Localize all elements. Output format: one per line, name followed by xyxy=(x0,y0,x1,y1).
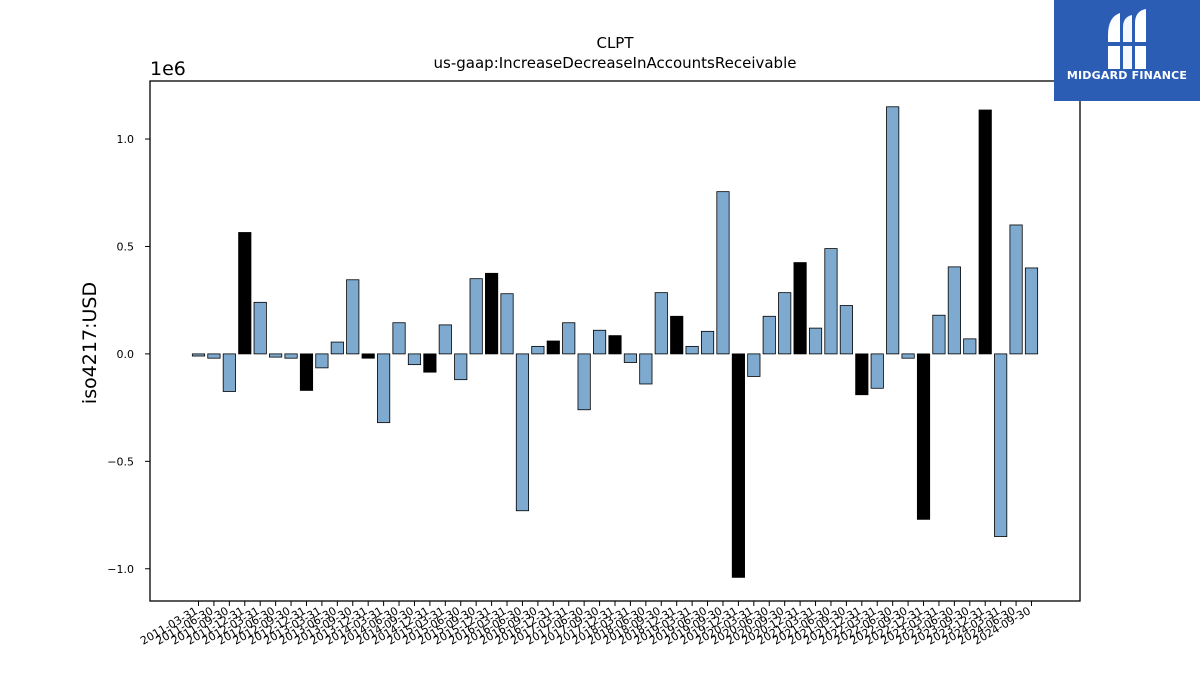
bar-2013-09-30 xyxy=(346,279,360,355)
y-tick-label: 0.5 xyxy=(117,240,135,253)
bar-2020-06-30 xyxy=(762,315,776,355)
bar-2011-03-31 xyxy=(191,353,206,357)
bar-2011-12-31 xyxy=(238,232,252,355)
bar-2020-12-31 xyxy=(793,262,807,355)
midgard-finance-logo: MIDGARD FINANCE xyxy=(1054,0,1200,101)
bar-2013-06-30 xyxy=(330,341,344,355)
bar-2021-12-31 xyxy=(855,353,869,396)
bar-2021-03-31 xyxy=(808,327,823,355)
bar-2017-12-31 xyxy=(608,335,622,355)
bar-2022-06-30 xyxy=(886,106,900,355)
bar-2013-03-31 xyxy=(315,353,329,369)
bar-2011-09-30 xyxy=(222,353,236,392)
bar-2024-06-30 xyxy=(1009,224,1023,355)
y-tick-label: 0.0 xyxy=(117,348,135,361)
bar-2021-09-30 xyxy=(839,305,853,355)
bar-2024-09-30 xyxy=(1024,267,1039,355)
bar-2018-12-31 xyxy=(670,315,684,355)
bar-2017-03-31 xyxy=(562,322,576,355)
bar-2022-03-31 xyxy=(870,353,884,389)
bar-2017-06-30 xyxy=(577,353,591,411)
bar-2014-09-30 xyxy=(407,353,422,366)
bar-2011-06-30 xyxy=(207,353,221,359)
plot-frame xyxy=(149,80,1081,602)
bar-2014-12-31 xyxy=(423,353,437,373)
y-tick-label: −0.5 xyxy=(107,455,134,468)
bar-2023-06-30 xyxy=(947,266,961,355)
bar-2023-12-31 xyxy=(978,109,992,355)
chart-title: CLPT xyxy=(596,34,634,52)
y-axis-label: iso4217:USD xyxy=(79,282,101,404)
bars-group xyxy=(191,106,1039,578)
bar-2017-09-30 xyxy=(593,329,607,355)
chart-subtitle: us-gaap:IncreaseDecreaseInAccountsReceiv… xyxy=(434,54,797,72)
bar-2016-12-31 xyxy=(546,340,560,355)
y-ticks-group: −1.0 −0.5 0.0 0.5 1.0 xyxy=(107,133,150,576)
x-ticks-group: 2011-03-312011-06-302011-09-302011-12-31… xyxy=(138,601,1033,648)
bar-2019-06-30 xyxy=(700,330,715,355)
y-tick-label: −1.0 xyxy=(107,563,134,576)
bar-2016-03-31 xyxy=(500,293,514,355)
bar-2012-06-30 xyxy=(269,353,283,358)
bar-2021-06-30 xyxy=(824,248,838,355)
bar-2020-09-30 xyxy=(778,292,792,355)
bar-2023-09-30 xyxy=(963,338,977,355)
bar-2022-09-30 xyxy=(901,353,915,359)
bar-2023-03-31 xyxy=(932,314,946,355)
bar-2012-09-30 xyxy=(284,353,298,359)
bar-2015-09-30 xyxy=(469,278,483,355)
bar-2012-12-31 xyxy=(299,353,314,391)
bar-2016-09-30 xyxy=(531,345,545,355)
bar-2022-12-31 xyxy=(916,353,931,520)
bar-2020-03-31 xyxy=(747,353,761,377)
bar-2015-06-30 xyxy=(454,353,468,381)
bar-2015-03-31 xyxy=(438,324,452,355)
logo-text: MIDGARD FINANCE xyxy=(1066,69,1188,82)
bar-2013-12-31 xyxy=(361,353,375,359)
bar-2014-03-31 xyxy=(377,353,391,424)
bar-2014-06-30 xyxy=(392,322,406,355)
bar-2018-06-30 xyxy=(639,353,653,385)
bar-2018-09-30 xyxy=(654,292,668,355)
bar-2016-06-30 xyxy=(515,353,530,512)
bar-2024-03-31 xyxy=(994,353,1008,537)
bar-2012-03-31 xyxy=(253,301,267,355)
y-scale-label: 1e6 xyxy=(150,58,186,80)
bar-2019-03-31 xyxy=(685,345,699,355)
bar-2019-12-31 xyxy=(731,353,745,578)
bar-2018-03-31 xyxy=(623,353,637,363)
midgard-finance-logo-icon xyxy=(1104,9,1150,69)
y-tick-label: 1.0 xyxy=(117,133,135,146)
bar-2015-12-31 xyxy=(485,272,499,355)
bar-2019-09-30 xyxy=(716,191,730,355)
